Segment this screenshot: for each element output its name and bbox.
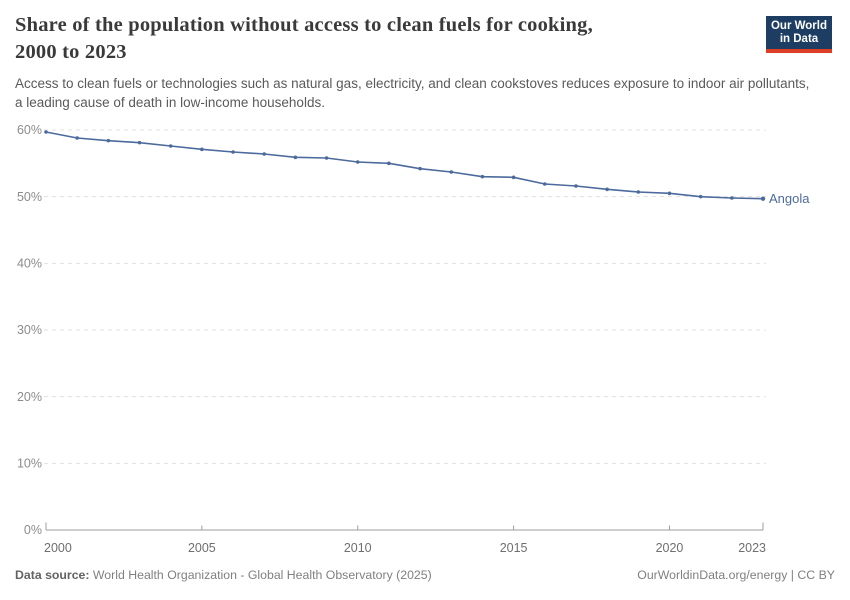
y-tick-label: 20% — [17, 390, 42, 404]
owid-logo-line2: in Data — [779, 33, 819, 45]
data-source: Data source: World Health Organization -… — [15, 568, 432, 582]
y-tick-label: 0% — [24, 523, 42, 537]
data-point[interactable] — [168, 144, 173, 148]
data-source-label: Data source: — [15, 568, 90, 582]
data-point[interactable] — [667, 191, 672, 196]
data-point[interactable] — [75, 136, 79, 140]
data-point[interactable] — [449, 170, 454, 174]
data-point[interactable] — [698, 194, 703, 199]
data-point[interactable] — [480, 174, 485, 179]
data-point[interactable] — [760, 196, 766, 201]
chart-subtitle: Access to clean fuels or technologies su… — [15, 76, 810, 110]
page-title-line1: Share of the population without access t… — [15, 14, 593, 36]
data-point[interactable] — [511, 175, 516, 180]
data-point[interactable] — [542, 182, 547, 186]
x-tick-label: 2000 — [44, 541, 72, 555]
data-point[interactable] — [730, 196, 734, 200]
data-point[interactable] — [231, 150, 235, 154]
owid-logo[interactable]: Our World in Data — [766, 16, 832, 53]
x-tick-label: 2023 — [738, 541, 766, 555]
data-point[interactable] — [574, 184, 578, 188]
data-point[interactable] — [605, 187, 609, 192]
y-tick-label: 30% — [17, 323, 42, 337]
y-tick-label: 60% — [17, 123, 42, 137]
x-tick-label: 2020 — [656, 541, 684, 555]
data-point[interactable] — [324, 156, 329, 160]
y-tick-label: 40% — [17, 257, 42, 271]
data-point[interactable] — [355, 160, 360, 164]
data-point[interactable] — [636, 190, 641, 194]
x-tick-label: 2005 — [188, 541, 216, 555]
data-point[interactable] — [106, 138, 111, 143]
data-point[interactable] — [262, 152, 267, 156]
data-point[interactable] — [293, 155, 298, 160]
y-tick-label: 10% — [17, 457, 42, 471]
data-point[interactable] — [387, 161, 391, 166]
data-point[interactable] — [44, 130, 48, 134]
line-chart[interactable]: 0% 10% 20% 30% 40% 50% 60% 2000 2005 2010 2015 2020… — [0, 118, 850, 560]
data-point[interactable] — [200, 147, 204, 152]
data-source-text: World Health Organization - Global Healt… — [92, 568, 432, 582]
data-line — [45, 131, 764, 200]
owid-logo-line1: Our World — [770, 20, 827, 32]
data-point[interactable] — [418, 166, 422, 171]
page-title-line2: 2000 to 2023 — [15, 41, 127, 63]
y-tick-label: 50% — [17, 190, 42, 204]
credit-link[interactable]: OurWorldinData.org/energy | CC BY — [637, 568, 835, 582]
data-point[interactable] — [137, 140, 142, 145]
series-end-label[interactable]: Angola — [769, 191, 810, 206]
x-tick-label: 2010 — [344, 541, 372, 555]
x-tick-label: 2015 — [500, 541, 528, 555]
chart-footer: Data source: World Health Organization -… — [15, 568, 835, 582]
page-title: Share of the population without access t… — [15, 12, 593, 66]
